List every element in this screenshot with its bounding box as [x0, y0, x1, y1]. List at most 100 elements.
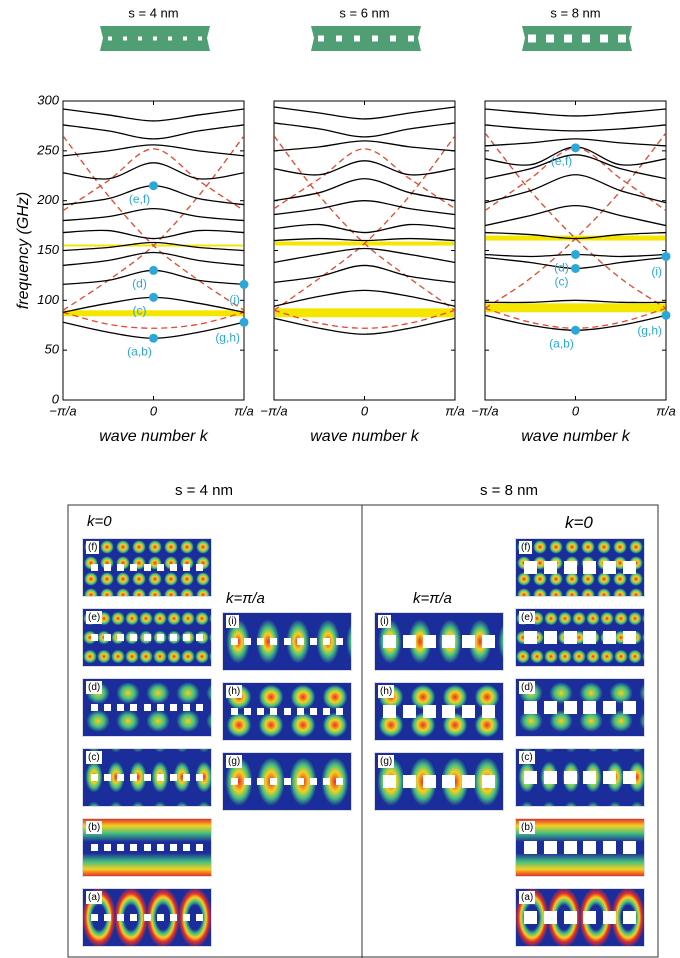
hole — [583, 631, 596, 644]
hole — [270, 708, 277, 715]
hole — [144, 564, 151, 571]
mode-label: (a) — [86, 891, 102, 904]
hole — [603, 771, 616, 784]
hole — [564, 561, 577, 574]
hole — [623, 561, 636, 574]
mode-point — [571, 143, 580, 152]
hole — [544, 701, 557, 714]
hole — [244, 778, 251, 785]
free-band — [274, 136, 455, 310]
mode-label: (i) — [378, 615, 391, 628]
band — [274, 123, 455, 137]
mode-image: (e) — [515, 608, 645, 667]
hole — [198, 37, 202, 41]
hole — [144, 914, 151, 921]
hole — [157, 704, 164, 711]
band — [274, 265, 455, 282]
kpi-heading: k=π/a — [226, 590, 265, 607]
mode-point-label: (a,b) — [549, 336, 574, 350]
hole — [104, 704, 111, 711]
page: {"chart_data": [ {"type": "line", "title… — [0, 0, 680, 958]
mode-label: (f) — [519, 541, 532, 554]
hole — [423, 635, 436, 648]
hole — [310, 638, 317, 645]
hole — [153, 37, 157, 41]
hole — [130, 774, 137, 781]
hole — [183, 704, 190, 711]
mode-image: (a) — [82, 888, 212, 947]
hole — [104, 774, 111, 781]
mode-image: (h) — [222, 682, 352, 741]
mode-image: (c) — [515, 748, 645, 807]
hole — [117, 774, 124, 781]
hole — [583, 841, 596, 854]
mode-label: (i) — [226, 615, 239, 628]
mode-image: (i) — [374, 612, 504, 671]
band — [274, 318, 455, 334]
hole — [117, 844, 124, 851]
mode-point — [662, 252, 671, 261]
hole — [544, 911, 557, 924]
hole — [130, 564, 137, 571]
free-band — [63, 136, 244, 310]
hole — [130, 704, 137, 711]
hole — [183, 564, 190, 571]
hole — [170, 914, 177, 921]
strip — [522, 26, 632, 51]
band — [274, 141, 455, 151]
hole — [130, 844, 137, 851]
kpi-heading: k=π/a — [413, 590, 452, 607]
hole — [196, 774, 203, 781]
mode-label: (b) — [519, 821, 535, 834]
mode-point — [662, 311, 671, 320]
band — [274, 239, 455, 241]
hole — [354, 36, 360, 42]
hole — [564, 631, 577, 644]
hole — [91, 844, 98, 851]
hole — [138, 37, 142, 41]
hole — [603, 561, 616, 574]
hole — [108, 37, 112, 41]
hole — [583, 771, 596, 784]
hole — [183, 37, 187, 41]
hole — [117, 704, 124, 711]
hole — [104, 914, 111, 921]
mode-image: (g) — [374, 752, 504, 811]
hole — [244, 708, 251, 715]
hole — [403, 705, 416, 718]
band — [63, 163, 244, 179]
hole — [583, 701, 596, 714]
hole — [442, 705, 455, 718]
x-tick-label: 0 — [150, 403, 158, 418]
hole — [244, 638, 251, 645]
hole — [383, 635, 396, 648]
hole — [546, 35, 554, 43]
hole — [297, 778, 304, 785]
hole — [618, 35, 626, 43]
band — [274, 290, 455, 306]
hole — [231, 638, 238, 645]
hole — [524, 841, 537, 854]
hole — [336, 708, 343, 715]
band — [63, 230, 244, 238]
hole — [157, 634, 164, 641]
band — [274, 107, 455, 119]
hole — [196, 704, 203, 711]
band — [63, 125, 244, 139]
hole — [144, 844, 151, 851]
hole — [257, 778, 264, 785]
panel-heading: s = 4 nm — [175, 482, 233, 499]
mode-image: (e) — [82, 608, 212, 667]
hole — [623, 701, 636, 714]
band — [274, 225, 455, 233]
hole — [383, 705, 396, 718]
mode-point — [240, 318, 249, 327]
hole — [323, 638, 330, 645]
hole — [183, 844, 190, 851]
band — [485, 175, 666, 203]
hole — [284, 778, 291, 785]
mode-point — [571, 326, 580, 335]
hole — [408, 36, 414, 42]
hole — [482, 775, 495, 788]
hole — [524, 561, 537, 574]
